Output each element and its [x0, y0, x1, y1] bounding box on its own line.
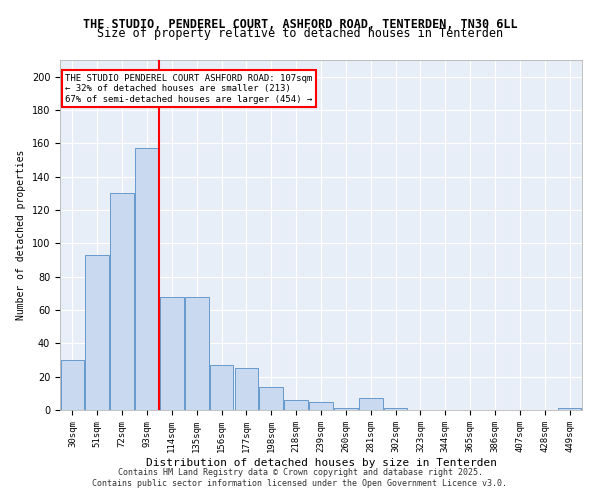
Bar [558, 408, 581, 410]
Bar [235, 368, 258, 410]
Bar [135, 148, 159, 410]
Bar [384, 408, 407, 410]
Bar [185, 296, 209, 410]
Bar [61, 360, 84, 410]
Bar [259, 386, 283, 410]
Text: Size of property relative to detached houses in Tenterden: Size of property relative to detached ho… [97, 28, 503, 40]
Text: THE STUDIO, PENDEREL COURT, ASHFORD ROAD, TENTERDEN, TN30 6LL: THE STUDIO, PENDEREL COURT, ASHFORD ROAD… [83, 18, 517, 30]
X-axis label: Distribution of detached houses by size in Tenterden: Distribution of detached houses by size … [146, 458, 497, 468]
Bar [85, 255, 109, 410]
Bar [334, 408, 358, 410]
Bar [110, 194, 134, 410]
Bar [284, 400, 308, 410]
Bar [160, 296, 184, 410]
Bar [210, 365, 233, 410]
Y-axis label: Number of detached properties: Number of detached properties [16, 150, 26, 320]
Bar [359, 398, 383, 410]
Text: Contains HM Land Registry data © Crown copyright and database right 2025.
Contai: Contains HM Land Registry data © Crown c… [92, 468, 508, 487]
Text: THE STUDIO PENDEREL COURT ASHFORD ROAD: 107sqm
← 32% of detached houses are smal: THE STUDIO PENDEREL COURT ASHFORD ROAD: … [65, 74, 313, 104]
Bar [309, 402, 333, 410]
